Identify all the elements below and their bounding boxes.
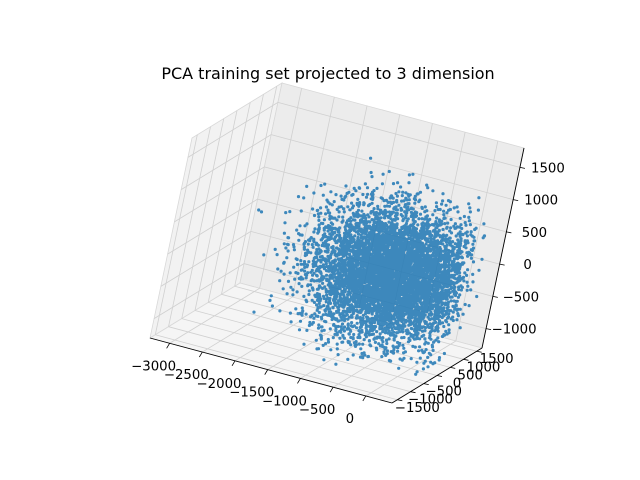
grid-line-z-left bbox=[160, 231, 252, 287]
grid-line-y-floor bbox=[181, 318, 424, 384]
grid-line-y-floor bbox=[168, 326, 411, 393]
grid-line-x-wall bbox=[455, 140, 499, 342]
y-tick-mark bbox=[476, 350, 482, 353]
y-tick-label: 1000 bbox=[467, 360, 501, 375]
z-tick-label: 500 bbox=[522, 226, 547, 241]
grid-line-z-left bbox=[167, 198, 258, 255]
z-tick-label: −500 bbox=[503, 290, 540, 305]
x-axis-ticks: −3000−2500−2000−1500−1000−500 0 bbox=[131, 343, 367, 427]
x-tick-mark bbox=[264, 369, 269, 375]
grid-line-z-left bbox=[187, 102, 279, 158]
x-tick-label: 0 bbox=[346, 412, 354, 427]
grid-line-x-wall bbox=[291, 96, 335, 298]
x-tick-mark bbox=[166, 343, 170, 349]
y-tick-mark bbox=[410, 391, 416, 394]
grid-line-z-left bbox=[174, 166, 265, 223]
x-tick-label: −1000 bbox=[262, 394, 307, 409]
y-tick-label: −1000 bbox=[408, 393, 453, 408]
x-tick-label: −1500 bbox=[229, 386, 274, 401]
grid-line-y-floor bbox=[194, 310, 438, 376]
z-tick-label: 1000 bbox=[524, 194, 558, 209]
chart-title: PCA training set projected to 3 dimensio… bbox=[161, 64, 494, 83]
grid-line-z-left bbox=[153, 263, 245, 319]
z-tick-mark bbox=[492, 295, 498, 298]
x-tick-label: −500 bbox=[299, 403, 336, 418]
y-tick-mark bbox=[397, 399, 403, 402]
grid-line-z-left bbox=[180, 134, 272, 190]
y-tick-label: 0 bbox=[453, 377, 461, 392]
grid-line-y-wall bbox=[181, 118, 225, 319]
y-tick-label: −1500 bbox=[395, 401, 440, 416]
z-tick-mark bbox=[506, 231, 512, 234]
y-tick-label: 1500 bbox=[480, 352, 514, 367]
x-tick-mark bbox=[231, 360, 236, 367]
y-tick-mark bbox=[450, 367, 456, 369]
z-tick-label: 1500 bbox=[531, 161, 565, 176]
y-tick-label: −500 bbox=[425, 385, 462, 400]
grid-line-y-floor bbox=[208, 302, 451, 368]
grid-line-x-wall bbox=[259, 88, 303, 289]
scatter-point-cloud bbox=[252, 156, 487, 376]
grid-line-y-wall bbox=[207, 102, 251, 303]
z-tick-mark bbox=[513, 199, 519, 202]
grid-line-y-wall bbox=[168, 126, 211, 327]
grid-line-y-wall bbox=[194, 110, 238, 311]
z-tick-label: −1000 bbox=[492, 323, 537, 338]
y-tick-mark bbox=[423, 383, 429, 385]
x-tick-label: −3000 bbox=[131, 359, 176, 374]
z-tick-label: 0 bbox=[523, 258, 531, 273]
grid-line-y-floor bbox=[155, 334, 398, 401]
grid-line-z-back bbox=[277, 101, 521, 168]
x-tick-mark bbox=[329, 386, 334, 393]
grid-line-y-wall bbox=[154, 134, 198, 335]
scatter-points bbox=[252, 156, 487, 376]
z-tick-mark bbox=[485, 328, 492, 331]
z-axis-ticks: −1000 −500 0 500 1000 1500 bbox=[485, 161, 565, 338]
grid-line-y-wall bbox=[221, 94, 264, 295]
z-axis-line bbox=[481, 147, 525, 349]
y-tick-mark bbox=[436, 375, 443, 377]
x-tick-mark bbox=[362, 395, 367, 402]
y-tick-mark bbox=[463, 358, 469, 361]
grid-line-y-wall bbox=[234, 86, 278, 287]
x-tick-mark bbox=[297, 378, 301, 384]
x-axis-line bbox=[149, 337, 393, 404]
x-tick-label: −2500 bbox=[164, 368, 209, 383]
y-tick-label: 500 bbox=[458, 368, 483, 383]
x-tick-label: −2000 bbox=[197, 377, 242, 392]
x-tick-mark bbox=[198, 351, 203, 358]
grid-line-z-back bbox=[271, 134, 514, 200]
z-tick-mark bbox=[519, 166, 526, 169]
z-tick-mark bbox=[499, 263, 505, 266]
